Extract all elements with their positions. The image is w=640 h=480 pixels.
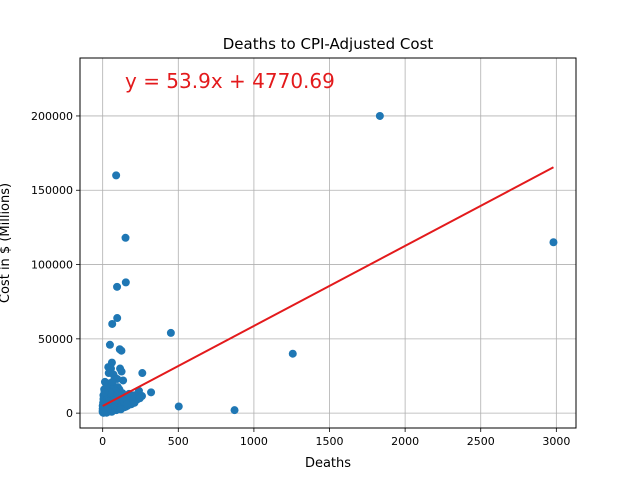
data-point xyxy=(549,238,558,247)
regression-equation: y = 53.9x + 4770.69 xyxy=(125,69,335,93)
data-point xyxy=(99,408,108,417)
data-point xyxy=(128,392,137,401)
data-point xyxy=(135,394,144,403)
grid-lines xyxy=(80,58,576,428)
y-tick-label: 50000 xyxy=(38,333,73,346)
data-point xyxy=(108,377,117,386)
x-tick-label: 2000 xyxy=(391,435,419,448)
data-point xyxy=(375,111,384,120)
data-point xyxy=(166,328,175,337)
y-axis-label: Cost in $ (Millions) xyxy=(0,183,13,303)
x-tick-label: 500 xyxy=(168,435,189,448)
data-point xyxy=(121,233,130,242)
data-point xyxy=(122,400,131,409)
data-point xyxy=(112,171,121,180)
y-tick-label: 0 xyxy=(66,407,73,420)
data-point xyxy=(117,367,126,376)
x-tick-label: 1000 xyxy=(240,435,268,448)
data-point xyxy=(113,282,122,291)
axis-ticks: 0 500 1000 1500 2000 2500 3000 0 50000 100000 1500… xyxy=(31,110,570,448)
data-point xyxy=(230,406,239,415)
data-point xyxy=(174,402,183,411)
data-point xyxy=(108,319,117,328)
y-tick-label: 100000 xyxy=(31,259,73,272)
data-point xyxy=(117,346,126,355)
data-point xyxy=(105,340,114,349)
plot-frame xyxy=(79,57,577,429)
regression-line xyxy=(102,166,554,407)
data-point xyxy=(288,349,297,358)
x-tick-label: 0 xyxy=(99,435,106,448)
data-point xyxy=(138,369,147,378)
data-point xyxy=(121,278,130,287)
x-tick-label: 3000 xyxy=(542,435,570,448)
y-tick-label: 200000 xyxy=(31,110,73,123)
x-axis-label: Deaths xyxy=(305,456,351,471)
data-point xyxy=(100,388,109,397)
data-point xyxy=(113,314,122,323)
x-tick-label: 2500 xyxy=(467,435,495,448)
data-point xyxy=(147,388,156,397)
data-point xyxy=(119,376,128,385)
regression-line-group xyxy=(102,166,554,407)
y-tick-label: 150000 xyxy=(31,184,73,197)
chart-title: Deaths to CPI-Adjusted Cost xyxy=(223,35,434,53)
x-tick-label: 1500 xyxy=(316,435,344,448)
